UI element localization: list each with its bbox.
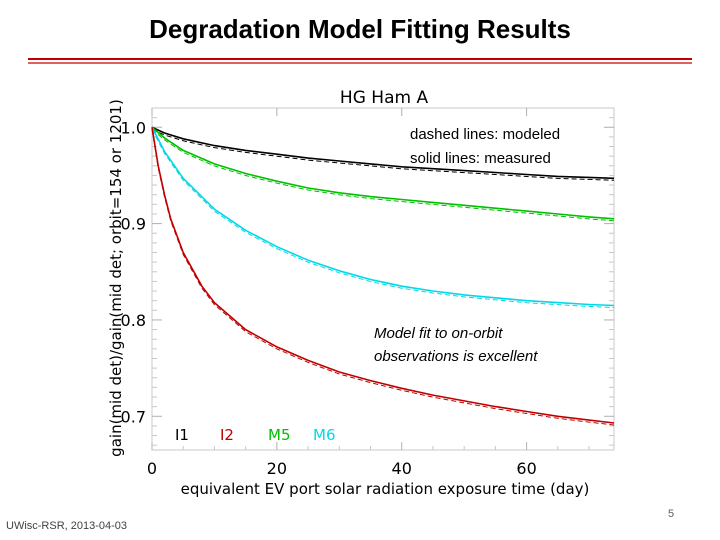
series-line-i2-modeled <box>151 129 615 426</box>
title-rule <box>28 58 692 60</box>
series-line-m5-modeled <box>151 128 615 222</box>
y-axis-label: gain(mid det)/gain(mid det; orbit=154 or… <box>107 99 125 457</box>
series-line-m6-modeled <box>151 129 615 308</box>
slide-title: Degradation Model Fitting Results <box>149 14 571 44</box>
annotation-fit-1: Model fit to on-orbit <box>374 325 503 342</box>
x-tick-label: 40 <box>392 459 412 478</box>
y-tick-label: 0.7 <box>121 407 146 426</box>
annotation-solid: solid lines: measured <box>410 150 551 167</box>
chart-title: HG Ham A <box>340 88 429 108</box>
footer-source: UWisc-RSR, 2013-04-03 <box>6 520 128 532</box>
series-line-i2-measured <box>151 127 615 424</box>
x-tick-label: 20 <box>267 459 287 478</box>
y-tick-label: 0.8 <box>121 311 146 330</box>
annotation-fit-2: observations is excellent <box>374 348 538 365</box>
x-tick-label: 60 <box>516 459 536 478</box>
series-line-i1-measured <box>151 126 615 180</box>
legend-m5: M5 <box>268 426 291 444</box>
page-number: 5 <box>668 508 675 520</box>
series-line-m6-measured <box>151 126 615 307</box>
legend-i1: I1 <box>175 426 189 444</box>
x-tick-label: 0 <box>147 459 157 478</box>
legend-m6: M6 <box>313 426 336 444</box>
x-axis-label: equivalent EV port solar radiation expos… <box>181 480 590 498</box>
series-layer <box>151 126 615 426</box>
series-line-m5-measured <box>151 126 615 220</box>
x-ticks: 0 20 40 60 <box>147 108 590 478</box>
plot-frame <box>151 107 615 451</box>
y-tick-label: 1.0 <box>121 118 146 137</box>
y-tick-label: 0.9 <box>121 215 146 234</box>
legend-i2: I2 <box>220 426 234 444</box>
y-ticks: 0.7 0.8 0.9 1.0 <box>121 107 614 446</box>
annotation-dashed: dashed lines: modeled <box>410 126 560 143</box>
title-rule-secondary <box>28 62 692 64</box>
